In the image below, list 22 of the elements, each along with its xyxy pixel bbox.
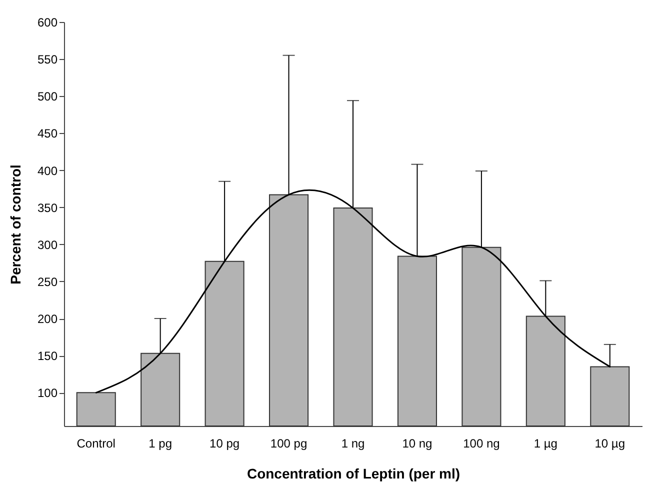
y-tick-label: 600 xyxy=(37,16,58,30)
x-tick-label: 10 µg xyxy=(594,436,626,450)
y-tick-label: 450 xyxy=(37,126,58,141)
y-tick-label: 250 xyxy=(37,274,58,289)
y-axis-title: Percent of control xyxy=(7,164,24,284)
x-tick-label: 10 ng xyxy=(402,436,432,450)
y-tick-label: 350 xyxy=(37,200,58,215)
y-tick-label: 400 xyxy=(37,164,58,178)
x-axis-title: Concentration of Leptin (per ml) xyxy=(246,466,460,482)
y-tick-label: 300 xyxy=(37,238,58,252)
y-tick-label: 100 xyxy=(37,386,58,400)
x-tick-label: 1 pg xyxy=(148,436,172,450)
y-tick-label: 500 xyxy=(37,90,58,104)
y-tick-label: 200 xyxy=(37,312,58,326)
y-tick-label: 550 xyxy=(37,52,58,67)
x-tick-label: 100 pg xyxy=(270,436,308,450)
x-tick-label: 1 ng xyxy=(341,436,365,450)
x-tick-label: 1 µg xyxy=(534,436,558,450)
x-tick-label: Control xyxy=(76,436,116,450)
y-tick-label: 150 xyxy=(37,349,58,364)
x-tick-label: 100 ng xyxy=(463,436,500,450)
x-tick-label: 10 pg xyxy=(210,436,240,450)
